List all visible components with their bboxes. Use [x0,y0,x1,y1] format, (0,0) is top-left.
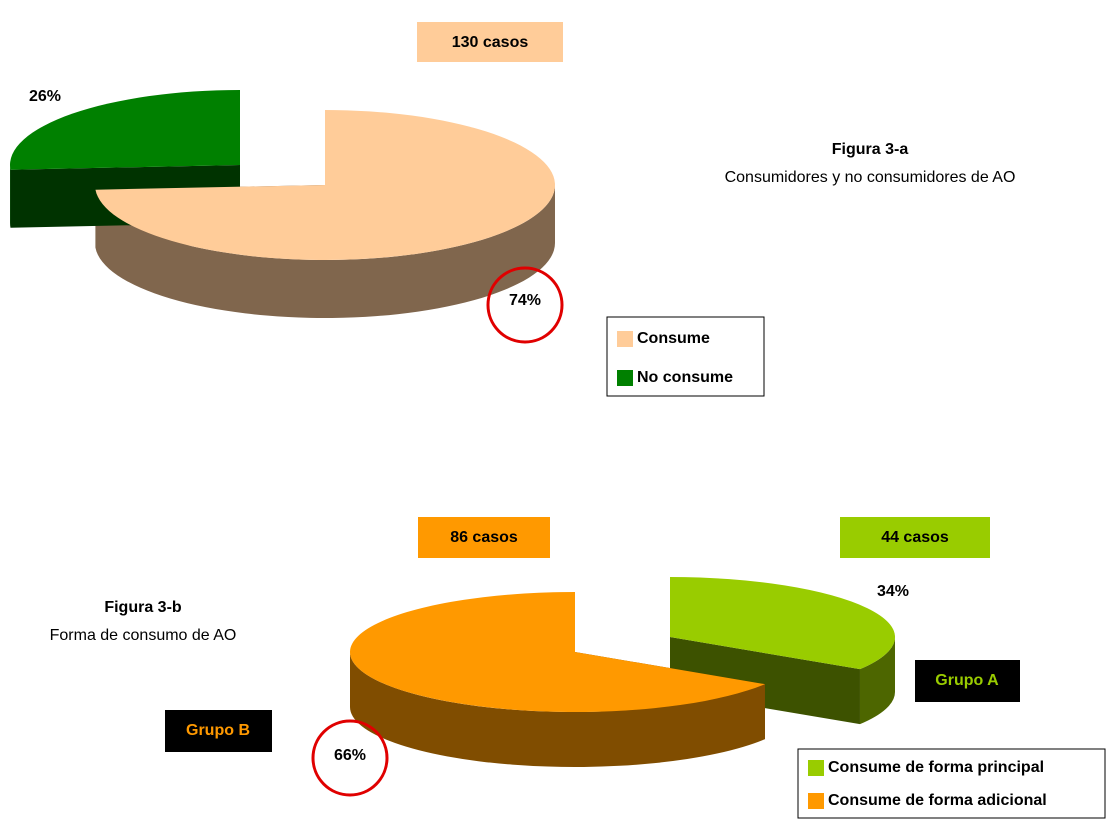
caption-text: Forma de consumo de AO [50,627,237,644]
legend-box [606,316,765,397]
legend-label: No consume [637,369,733,386]
slice-edge [670,637,860,725]
data-label: 26% [29,88,61,105]
legend-label: Consume [637,330,710,347]
annotation: 86 casos [450,529,518,546]
legend-swatch [617,370,633,386]
pie-slice [9,90,240,170]
highlight-circle [486,266,564,344]
annotation-box [915,660,1020,702]
legend-box [797,748,1106,819]
annotation: Grupo A [935,672,999,689]
slice-side [350,652,765,768]
annotation: 130 casos [452,34,529,51]
pie-chart-a [9,90,555,318]
legend-swatch [617,331,633,347]
caption-title: Figura 3-a [832,141,909,158]
caption-title: Figura 3-b [104,599,182,616]
annotation-box [165,710,272,752]
legend-label: Consume de forma principal [828,759,1044,776]
data-label: 66% [334,747,366,764]
data-label: 74% [509,292,541,309]
annotation-box [418,517,550,558]
pie-slice [670,577,895,670]
pie-slice [349,592,765,713]
legend-label: Consume de forma adicional [828,792,1047,809]
annotation: Grupo B [186,722,250,739]
slice-side [859,637,895,725]
pie-chart-b [349,577,895,768]
legend-swatch [808,760,824,776]
annotation: 44 casos [881,529,949,546]
slice-side [95,185,555,318]
legend-swatch [808,793,824,809]
data-label: 34% [877,583,909,600]
annotation-box [840,517,990,558]
pie-slice [95,110,555,260]
annotation-box [417,22,563,62]
caption-text: Consumidores y no consumidores de AO [725,169,1016,186]
highlight-circle [311,719,389,797]
